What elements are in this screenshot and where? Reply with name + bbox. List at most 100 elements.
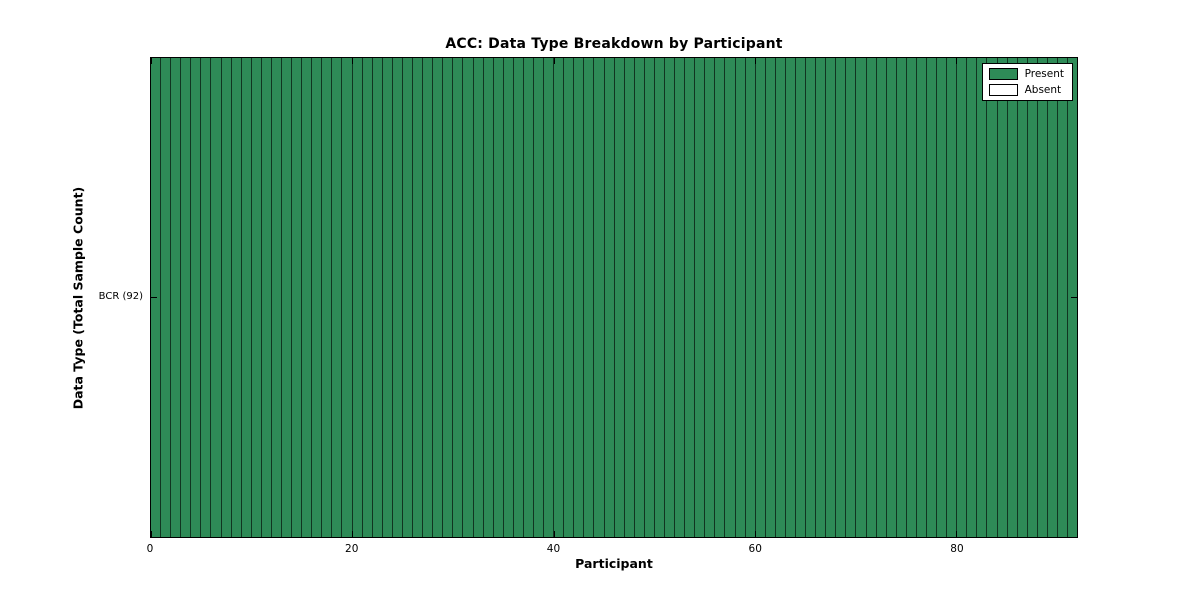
x-axis-label: Participant: [575, 556, 653, 571]
participant-cell: [412, 58, 423, 537]
participant-cell: [270, 58, 282, 537]
x-tick-mark: [352, 58, 354, 64]
participant-cell: [190, 58, 201, 537]
participant-cell: [734, 58, 745, 537]
legend: Present Absent: [981, 63, 1073, 101]
participant-cell: [553, 58, 564, 537]
legend-swatch-absent: [988, 84, 1018, 96]
participant-cell: [663, 58, 675, 537]
participant-cell: [623, 58, 634, 537]
participant-cell: [744, 58, 755, 537]
x-tick-label: 0: [146, 543, 154, 555]
participant-cell: [1057, 58, 1068, 537]
participant-cell: [210, 58, 221, 537]
participant-cell: [704, 58, 715, 537]
participant-cell: [966, 58, 977, 537]
participant-cell: [895, 58, 906, 537]
participant-cell: [250, 58, 261, 537]
participant-cell: [170, 58, 181, 537]
participant-cell: [633, 58, 644, 537]
x-tick-label: 20: [345, 543, 359, 555]
participant-cell: [885, 58, 896, 537]
x-tick-label: 40: [546, 543, 561, 555]
participant-cell: [492, 58, 503, 537]
participant-cell: [674, 58, 685, 537]
participant-cell: [563, 58, 574, 537]
participant-cell: [915, 58, 927, 537]
participant-cell: [643, 58, 654, 537]
y-tick-right: [1071, 296, 1077, 298]
participant-cell: [1067, 58, 1078, 537]
participant-cell: [462, 58, 473, 537]
participant-cell: [291, 58, 302, 537]
participant-cell: [351, 58, 362, 537]
participant-cell: [865, 58, 876, 537]
participant-cell: [260, 58, 271, 537]
participant-cell: [442, 58, 453, 537]
participant-cell: [321, 58, 332, 537]
plot-area: Present Absent: [150, 57, 1078, 538]
legend-label: Absent: [1024, 84, 1062, 96]
participant-cell: [401, 58, 413, 537]
x-tick-mark: [754, 58, 756, 64]
x-tick-mark: [352, 531, 354, 537]
x-tick-label: 80: [950, 543, 964, 555]
x-tick-mark: [956, 58, 958, 64]
participant-cell: [653, 58, 664, 537]
participant-cell: [593, 58, 604, 537]
participant-cell: [422, 58, 433, 537]
legend-item: Absent: [988, 84, 1064, 96]
x-tick-mark: [956, 531, 958, 537]
participant-cell: [301, 58, 312, 537]
participant-cell: [512, 58, 523, 537]
participant-cell: [976, 58, 987, 537]
legend-item: Present: [988, 68, 1064, 80]
x-tick-mark: [553, 531, 555, 537]
participant-cell: [331, 58, 342, 537]
participant-cell: [180, 58, 191, 537]
participant-cell: [724, 58, 735, 537]
participant-cell: [764, 58, 775, 537]
participant-cell: [603, 58, 614, 537]
participant-cell: [151, 58, 161, 537]
participant-cell: [1046, 58, 1058, 537]
participant-cell: [1016, 58, 1027, 537]
y-tick-label: BCR (92): [98, 291, 143, 302]
participant-cell: [583, 58, 594, 537]
participant-cell: [200, 58, 211, 537]
participant-cell: [855, 58, 866, 537]
participant-cell: [956, 58, 967, 537]
participant-cell: [805, 58, 816, 537]
participant-cell: [522, 58, 533, 537]
participant-cell: [946, 58, 957, 537]
participant-cell: [482, 58, 493, 537]
participant-cell: [543, 58, 554, 537]
participant-cell: [774, 58, 785, 537]
participant-cell: [613, 58, 624, 537]
participant-cell: [371, 58, 382, 537]
participant-cell: [532, 58, 544, 537]
participant-cell: [936, 58, 947, 537]
participant-cell: [573, 58, 584, 537]
participant-cell: [472, 58, 483, 537]
participant-cell: [845, 58, 856, 537]
participant-cell: [815, 58, 826, 537]
participant-cell: [160, 58, 171, 537]
x-tick-mark: [151, 58, 152, 64]
y-axis-label: Data Type (Total Sample Count): [70, 186, 86, 410]
participant-cell: [240, 58, 251, 537]
participant-cell: [311, 58, 322, 537]
participant-cell: [341, 58, 352, 537]
participant-cell: [1006, 58, 1017, 537]
participant-cell: [926, 58, 937, 537]
chart-title: ACC: Data Type Breakdown by Participant: [445, 36, 783, 52]
heatmap-row-bcr: [151, 58, 1078, 537]
participant-cell: [825, 58, 836, 537]
participant-cell: [391, 58, 402, 537]
participant-cell: [996, 58, 1007, 537]
participant-cell: [905, 58, 916, 537]
legend-swatch-present: [988, 68, 1018, 80]
participant-cell: [432, 58, 443, 537]
x-tick-mark: [151, 531, 152, 537]
